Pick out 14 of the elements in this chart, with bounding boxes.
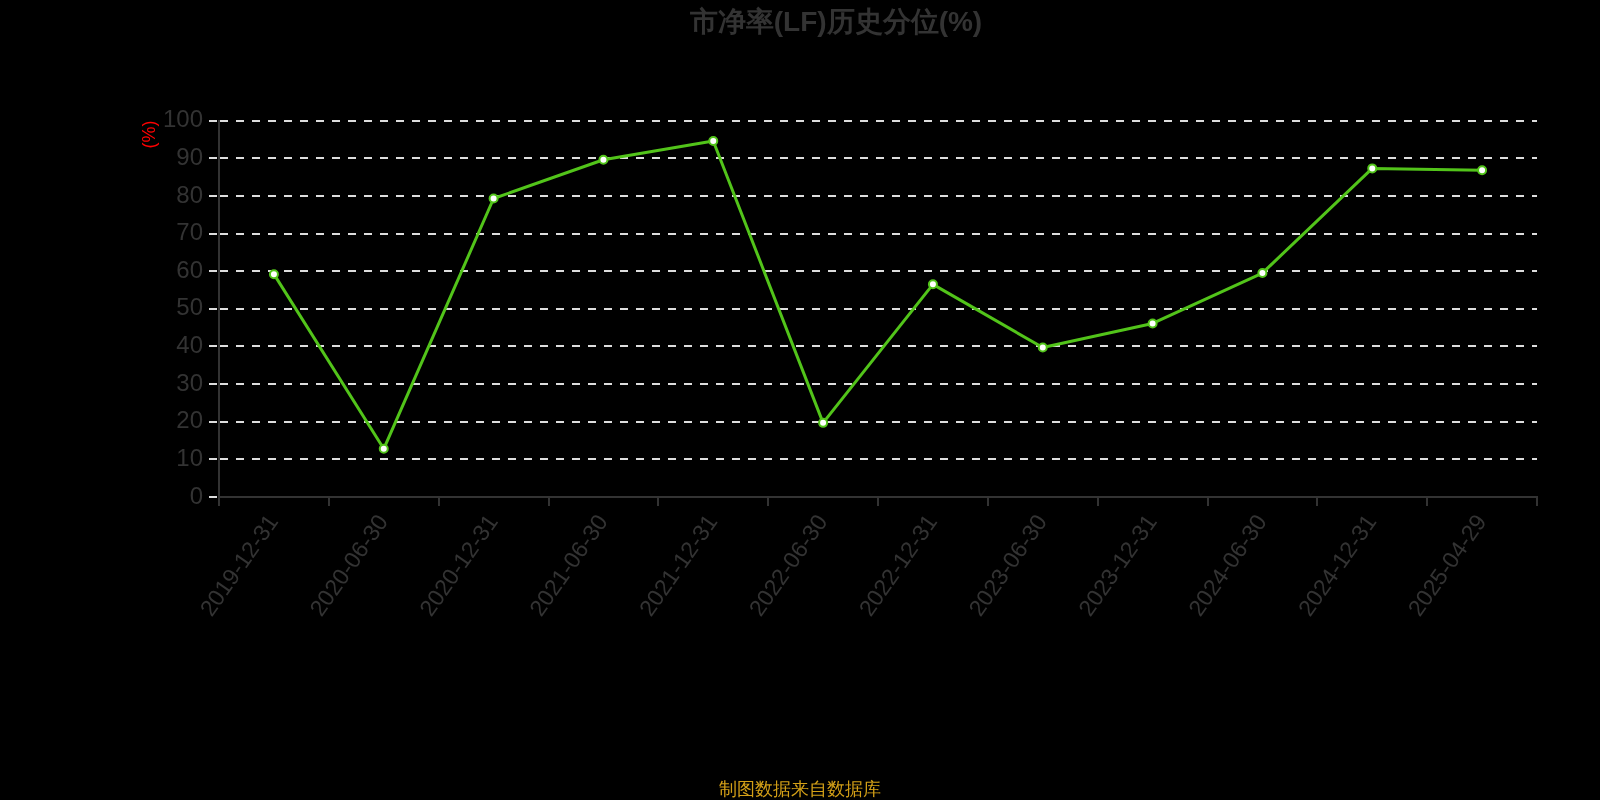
point bbox=[1367, 163, 1378, 174]
point bbox=[598, 154, 609, 165]
point bbox=[708, 135, 719, 146]
point bbox=[1257, 268, 1268, 279]
point bbox=[1477, 165, 1488, 176]
point bbox=[1147, 318, 1158, 329]
y-axis-title: (%) bbox=[138, 120, 159, 149]
point bbox=[927, 279, 938, 290]
point bbox=[1037, 342, 1048, 353]
point bbox=[378, 443, 389, 454]
text: 制图数据来自数据库 bbox=[719, 778, 881, 799]
point bbox=[268, 269, 279, 280]
point bbox=[818, 417, 829, 428]
point bbox=[488, 193, 499, 204]
